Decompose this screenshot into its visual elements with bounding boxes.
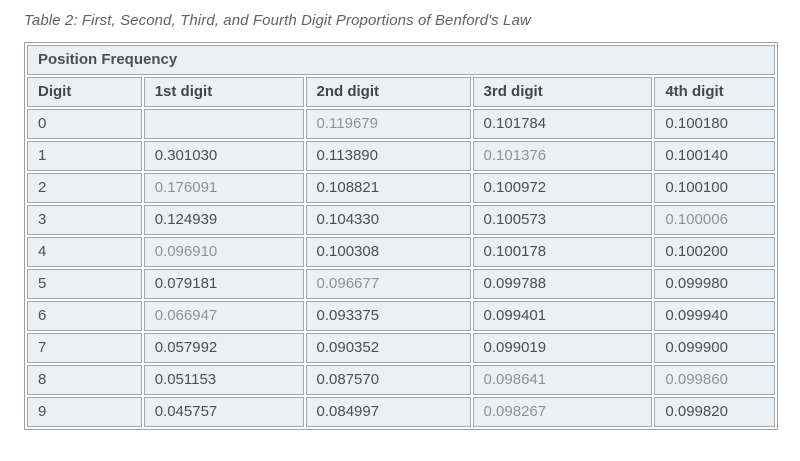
value-cell: 0.087570 xyxy=(305,365,471,395)
table-row: 8 0.051153 0.087570 0.098641 0.099860 xyxy=(27,365,775,395)
value-cell: 0.098641 xyxy=(472,365,653,395)
column-header-row: Digit 1st digit 2nd digit 3rd digit 4th digi… xyxy=(27,77,775,107)
digit-cell: 2 xyxy=(27,173,142,203)
value-cell: 0.090352 xyxy=(305,333,471,363)
table-row: 4 0.096910 0.100308 0.100178 0.100200 xyxy=(27,237,775,267)
value-cell: 0.099900 xyxy=(654,333,775,363)
value-cell: 0.301030 xyxy=(143,141,304,171)
value-cell: 0.099401 xyxy=(472,301,653,331)
value-cell: 0.100180 xyxy=(654,109,775,139)
value-cell: 0.066947 xyxy=(143,301,304,331)
value-cell: 0.100200 xyxy=(654,237,775,267)
table-row: 3 0.124939 0.104330 0.100573 0.100006 xyxy=(27,205,775,235)
value-cell: 0.100972 xyxy=(472,173,653,203)
digit-cell: 7 xyxy=(27,333,142,363)
value-cell: 0.119679 xyxy=(305,109,471,139)
table-title: Position Frequency xyxy=(27,45,775,75)
table-row: 0 0.119679 0.101784 0.100180 xyxy=(27,109,775,139)
digit-cell: 9 xyxy=(27,397,142,427)
value-cell: 0.124939 xyxy=(143,205,304,235)
value-cell: 0.099019 xyxy=(472,333,653,363)
digit-cell: 0 xyxy=(27,109,142,139)
value-cell: 0.100140 xyxy=(654,141,775,171)
value-cell: 0.099980 xyxy=(654,269,775,299)
value-cell: 0.099820 xyxy=(654,397,775,427)
table-row: 9 0.045757 0.084997 0.098267 0.099820 xyxy=(27,397,775,427)
column-header: 1st digit xyxy=(143,77,304,107)
digit-cell: 4 xyxy=(27,237,142,267)
value-cell: 0.100100 xyxy=(654,173,775,203)
value-cell: 0.176091 xyxy=(143,173,304,203)
value-cell: 0.098267 xyxy=(472,397,653,427)
value-cell: 0.057992 xyxy=(143,333,304,363)
value-cell: 0.101376 xyxy=(472,141,653,171)
column-header: 4th digit xyxy=(654,77,775,107)
value-cell xyxy=(143,109,304,139)
column-header: 3rd digit xyxy=(472,77,653,107)
value-cell: 0.051153 xyxy=(143,365,304,395)
value-cell: 0.100006 xyxy=(654,205,775,235)
table-title-row: Position Frequency xyxy=(27,45,775,75)
value-cell: 0.104330 xyxy=(305,205,471,235)
table-caption: Table 2: First, Second, Third, and Fourt… xyxy=(24,12,531,29)
table-row: 2 0.176091 0.108821 0.100972 0.100100 xyxy=(27,173,775,203)
table-row: 1 0.301030 0.113890 0.101376 0.100140 xyxy=(27,141,775,171)
value-cell: 0.100178 xyxy=(472,237,653,267)
value-cell: 0.101784 xyxy=(472,109,653,139)
value-cell: 0.100573 xyxy=(472,205,653,235)
digit-cell: 8 xyxy=(27,365,142,395)
digit-cell: 1 xyxy=(27,141,142,171)
table-row: 7 0.057992 0.090352 0.099019 0.099900 xyxy=(27,333,775,363)
digit-cell: 6 xyxy=(27,301,142,331)
digit-cell: 3 xyxy=(27,205,142,235)
value-cell: 0.099860 xyxy=(654,365,775,395)
value-cell: 0.045757 xyxy=(143,397,304,427)
value-cell: 0.099788 xyxy=(472,269,653,299)
value-cell: 0.096910 xyxy=(143,237,304,267)
table-row: 6 0.066947 0.093375 0.099401 0.099940 xyxy=(27,301,775,331)
column-header: 2nd digit xyxy=(305,77,471,107)
value-cell: 0.079181 xyxy=(143,269,304,299)
value-cell: 0.099940 xyxy=(654,301,775,331)
table-body: 0 0.119679 0.101784 0.100180 1 0.301030 0.1138… xyxy=(27,109,775,427)
value-cell: 0.093375 xyxy=(305,301,471,331)
digit-cell: 5 xyxy=(27,269,142,299)
table-row: 5 0.079181 0.096677 0.099788 0.099980 xyxy=(27,269,775,299)
value-cell: 0.084997 xyxy=(305,397,471,427)
benford-proportions-table: Position Frequency Digit 1st digit 2nd dig… xyxy=(24,42,778,430)
value-cell: 0.100308 xyxy=(305,237,471,267)
value-cell: 0.108821 xyxy=(305,173,471,203)
value-cell: 0.113890 xyxy=(305,141,471,171)
value-cell: 0.096677 xyxy=(305,269,471,299)
column-header: Digit xyxy=(27,77,142,107)
